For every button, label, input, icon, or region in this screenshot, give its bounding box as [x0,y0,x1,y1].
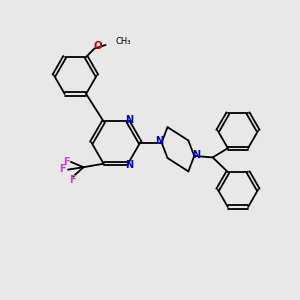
Text: N: N [155,136,163,146]
Text: F: F [59,164,66,174]
Text: N: N [125,115,134,125]
Text: N: N [125,160,134,170]
Text: O: O [94,41,102,51]
Text: CH₃: CH₃ [116,38,131,46]
Text: N: N [193,150,201,161]
Text: F: F [69,175,76,185]
Text: F: F [64,157,70,167]
